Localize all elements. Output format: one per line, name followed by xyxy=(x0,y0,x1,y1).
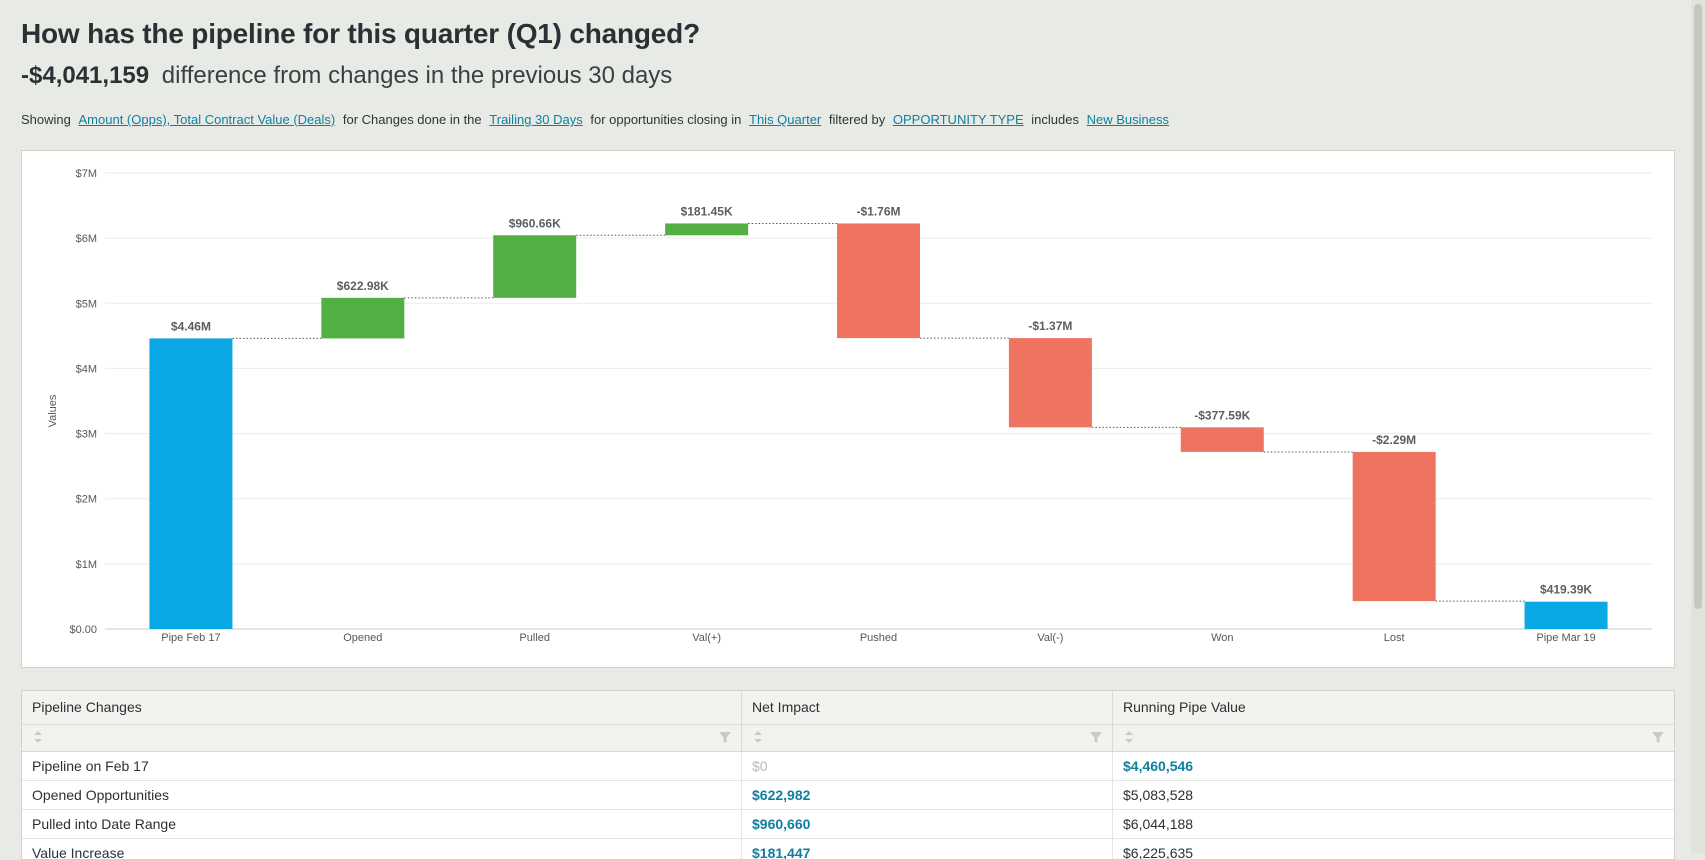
pipeline-difference: -$4,041,159 difference from changes in t… xyxy=(21,62,672,90)
filter-field-link[interactable]: OPPORTUNITY TYPE xyxy=(892,112,1024,127)
scrollbar-thumb[interactable] xyxy=(1694,4,1702,609)
sort-icon[interactable] xyxy=(1124,729,1134,745)
waterfall-chart-panel: $0.00 $1M $2M $3M $4M $5M $6M $7M Values $4.46M Pi… xyxy=(21,150,1675,668)
x-tick-label: Pulled xyxy=(519,632,550,644)
cell-pipeline-change: Pulled into Date Range xyxy=(22,810,742,838)
includes-text: includes xyxy=(1031,112,1079,127)
cell-net-impact[interactable]: $181,447 xyxy=(742,839,1113,859)
filter-icon[interactable] xyxy=(1652,732,1664,744)
changes-text: for Changes done in the xyxy=(342,112,482,127)
column-header-pipeline-changes[interactable]: Pipeline Changes xyxy=(22,691,742,724)
x-tick-label: Val(+) xyxy=(692,632,721,644)
data-label: -$1.37M xyxy=(1028,319,1072,333)
cell-running-pipe-value: $6,225,635 xyxy=(1123,845,1194,860)
cell-pipeline-change: Pipeline on Feb 17 xyxy=(22,752,742,780)
sort-filter-cell xyxy=(1113,725,1674,751)
cell-pipeline-change: Value Increase xyxy=(22,839,742,859)
filter-value-link[interactable]: New Business xyxy=(1086,112,1169,127)
y-tick-label: $7M xyxy=(76,168,97,180)
x-tick-label: Lost xyxy=(1384,632,1405,644)
table-row[interactable]: Value Increase $181,447 $6,225,635 xyxy=(22,839,1674,860)
period-link[interactable]: Trailing 30 Days xyxy=(489,112,583,127)
y-tick-label: $5M xyxy=(76,298,97,310)
showing-label: Showing xyxy=(21,112,71,127)
sort-filter-cell xyxy=(22,725,742,751)
x-tick-label: Pushed xyxy=(860,632,897,644)
table-sort-filter-row xyxy=(22,725,1674,752)
cell-running-pipe-value: $6,044,188 xyxy=(1123,816,1194,832)
x-tick-label: Pipe Mar 19 xyxy=(1536,632,1595,644)
y-axis-title: Values xyxy=(47,394,59,427)
table-header: Pipeline Changes Net Impact Running Pipe… xyxy=(22,691,1674,725)
x-tick-label: Pipe Feb 17 xyxy=(161,632,220,644)
cell-pipeline-change: Opened Opportunities xyxy=(22,781,742,809)
data-label: $622.98K xyxy=(337,279,389,293)
y-tick-label: $6M xyxy=(76,233,97,245)
filter-icon[interactable] xyxy=(1090,732,1102,744)
waterfall-bar-pipe-feb-17 xyxy=(149,338,233,629)
closing-range-link[interactable]: This Quarter xyxy=(749,112,822,127)
y-tick-label: $2M xyxy=(76,494,97,506)
sort-icon[interactable] xyxy=(753,729,763,745)
data-label: -$2.29M xyxy=(1372,433,1416,447)
waterfall-bar-pipe-mar-19 xyxy=(1524,601,1608,629)
page-scrollbar[interactable] xyxy=(1691,0,1705,853)
pipeline-changes-table: Pipeline Changes Net Impact Running Pipe… xyxy=(21,690,1675,860)
waterfall-chart: $0.00 $1M $2M $3M $4M $5M $6M $7M Values $4.46M Pi… xyxy=(47,168,1652,644)
waterfall-bar-val xyxy=(665,223,749,236)
difference-text: difference from changes in the previous … xyxy=(161,62,673,89)
filter-sentence: Showing Amount (Opps), Total Contract Va… xyxy=(21,112,1173,127)
waterfall-bar-lost xyxy=(1352,451,1436,602)
cell-running-pipe-value[interactable]: $4,460,546 xyxy=(1123,758,1194,774)
filter-icon[interactable] xyxy=(719,732,731,744)
data-label: $181.45K xyxy=(681,204,733,218)
filtered-text: filtered by xyxy=(828,112,886,127)
sort-icon[interactable] xyxy=(33,729,43,745)
sort-filter-cell xyxy=(742,725,1113,751)
column-header-running-pipe-value[interactable]: Running Pipe Value xyxy=(1123,699,1246,715)
x-tick-label: Opened xyxy=(343,632,382,644)
cell-net-impact: $0 xyxy=(742,752,1113,780)
data-label: $960.66K xyxy=(509,216,561,230)
x-tick-label: Val(-) xyxy=(1037,632,1063,644)
page-title: How has the pipeline for this quarter (Q… xyxy=(21,18,700,49)
closing-text: for opportunities closing in xyxy=(590,112,742,127)
data-label: $4.46M xyxy=(171,319,211,333)
cell-net-impact[interactable]: $960,660 xyxy=(742,810,1113,838)
waterfall-bar-pushed xyxy=(837,223,920,339)
y-tick-label: $3M xyxy=(76,429,97,441)
data-label: -$377.59K xyxy=(1194,408,1250,422)
y-tick-label: $0.00 xyxy=(69,624,97,636)
waterfall-bar-val xyxy=(1008,338,1092,428)
cell-running-pipe-value: $5,083,528 xyxy=(1123,787,1194,803)
column-header-net-impact[interactable]: Net Impact xyxy=(742,691,1113,724)
data-label: -$1.76M xyxy=(856,204,900,218)
table-row[interactable]: Pipeline on Feb 17 $0 $4,460,546 xyxy=(22,752,1674,781)
waterfall-bar-opened xyxy=(321,297,405,339)
y-tick-label: $1M xyxy=(76,559,97,571)
waterfall-bar-pulled xyxy=(493,235,577,298)
x-tick-label: Won xyxy=(1211,632,1233,644)
table-row[interactable]: Opened Opportunities $622,982 $5,083,528 xyxy=(22,781,1674,810)
cell-net-impact[interactable]: $622,982 xyxy=(742,781,1113,809)
waterfall-bar-won xyxy=(1180,427,1264,452)
measure-link[interactable]: Amount (Opps), Total Contract Value (Dea… xyxy=(78,112,336,127)
y-tick-label: $4M xyxy=(76,363,97,375)
table-row[interactable]: Pulled into Date Range $960,660 $6,044,188 xyxy=(22,810,1674,839)
difference-amount: -$4,041,159 xyxy=(21,62,150,89)
table-body: Pipeline on Feb 17 $0 $4,460,546 Opened Opp… xyxy=(22,752,1674,860)
data-label: $419.39K xyxy=(1540,583,1592,597)
